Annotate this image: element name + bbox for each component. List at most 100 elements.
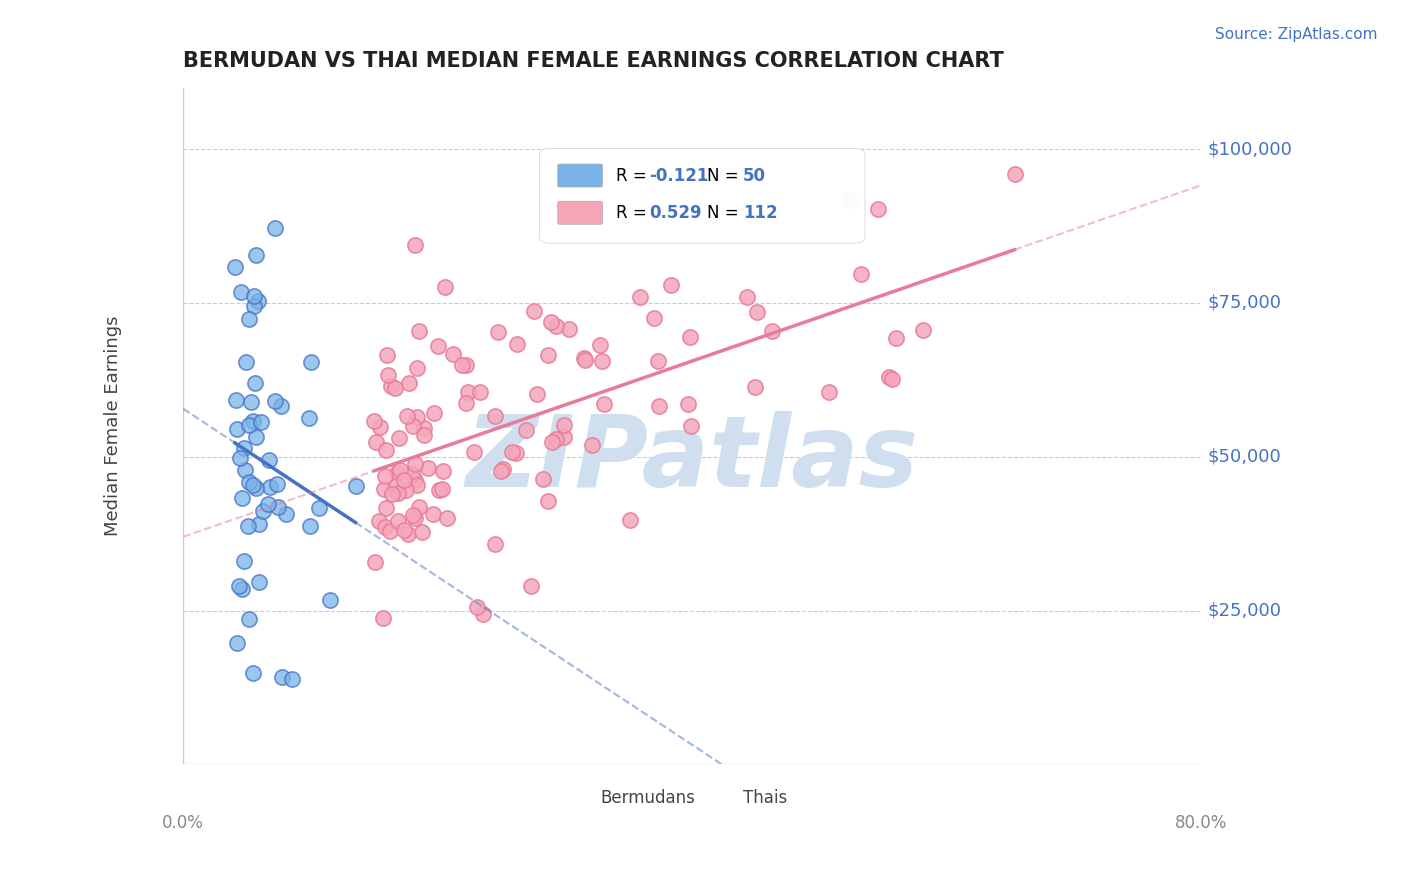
Point [238, 311, 260, 326]
Point [250, 415, 273, 429]
Text: Bermudans: Bermudans [600, 789, 696, 807]
Point [817, 385, 839, 400]
Point [368, 420, 391, 434]
Point [679, 330, 702, 344]
Point [259, 452, 281, 467]
Point [238, 612, 260, 626]
Point [405, 360, 427, 375]
Point [406, 410, 429, 425]
Point [851, 267, 873, 281]
Text: 112: 112 [742, 203, 778, 222]
Point [243, 376, 266, 391]
Point [912, 323, 935, 337]
Point [441, 347, 464, 361]
Point [299, 519, 322, 533]
Text: $50,000: $50,000 [1208, 448, 1281, 466]
Point [375, 348, 398, 362]
FancyBboxPatch shape [558, 164, 603, 187]
Point [484, 537, 506, 551]
Point [398, 376, 420, 390]
Point [866, 202, 889, 216]
Point [430, 482, 453, 496]
Point [463, 445, 485, 459]
Point [489, 464, 512, 478]
Point [344, 479, 367, 493]
FancyBboxPatch shape [568, 783, 598, 814]
Text: ZIPatlas: ZIPatlas [465, 411, 918, 508]
Point [531, 472, 554, 486]
Point [572, 351, 595, 366]
Point [308, 501, 330, 516]
Point [225, 636, 247, 650]
Point [426, 339, 449, 353]
Point [553, 418, 575, 433]
Text: 0.0%: 0.0% [162, 814, 204, 831]
Point [381, 487, 404, 501]
Point [298, 411, 321, 425]
Point [374, 501, 396, 516]
Point [225, 422, 247, 436]
Point [401, 467, 423, 482]
Point [375, 442, 398, 457]
Point [231, 491, 253, 506]
Point [745, 305, 768, 319]
Point [456, 396, 478, 410]
Point [318, 593, 340, 607]
Point [744, 380, 766, 394]
Text: N =: N = [707, 203, 744, 222]
Point [385, 478, 408, 492]
Point [388, 463, 411, 477]
Point [884, 331, 907, 345]
Point [392, 523, 415, 537]
Text: R =: R = [616, 167, 652, 185]
Point [384, 381, 406, 395]
Point [537, 493, 560, 508]
Point [380, 379, 402, 393]
Point [243, 299, 266, 313]
Point [412, 428, 434, 442]
Point [231, 582, 253, 597]
Point [546, 432, 568, 446]
Point [274, 508, 297, 522]
Point [422, 507, 444, 521]
Point [436, 511, 458, 525]
Point [457, 385, 479, 400]
Text: Source: ZipAtlas.com: Source: ZipAtlas.com [1215, 27, 1378, 42]
Point [544, 319, 567, 334]
Point [418, 460, 440, 475]
Point [387, 486, 409, 500]
Point [299, 355, 322, 369]
Text: BERMUDAN VS THAI MEDIAN FEMALE EARNINGS CORRELATION CHART: BERMUDAN VS THAI MEDIAN FEMALE EARNINGS … [183, 51, 1004, 70]
Text: -0.121: -0.121 [650, 167, 709, 185]
Point [553, 430, 575, 444]
Point [486, 325, 509, 339]
Point [235, 354, 257, 368]
Point [619, 514, 641, 528]
Point [408, 500, 430, 514]
Point [515, 423, 537, 437]
Point [373, 611, 395, 625]
Point [373, 483, 395, 497]
Point [249, 575, 271, 590]
Point [471, 607, 494, 621]
Text: R =: R = [616, 203, 652, 222]
Point [505, 446, 527, 460]
Point [412, 421, 434, 435]
Point [537, 349, 560, 363]
Text: N =: N = [707, 167, 744, 185]
Text: 50: 50 [742, 167, 766, 185]
Point [247, 516, 270, 531]
Point [240, 395, 263, 409]
Point [423, 406, 446, 420]
Point [363, 414, 385, 428]
Point [242, 288, 264, 302]
Text: Thais: Thais [742, 789, 787, 807]
Point [246, 294, 269, 309]
Point [242, 414, 264, 428]
Point [396, 409, 419, 423]
Point [228, 579, 250, 593]
Point [581, 438, 603, 452]
FancyBboxPatch shape [710, 783, 740, 814]
Point [491, 461, 513, 475]
Point [1004, 167, 1026, 181]
